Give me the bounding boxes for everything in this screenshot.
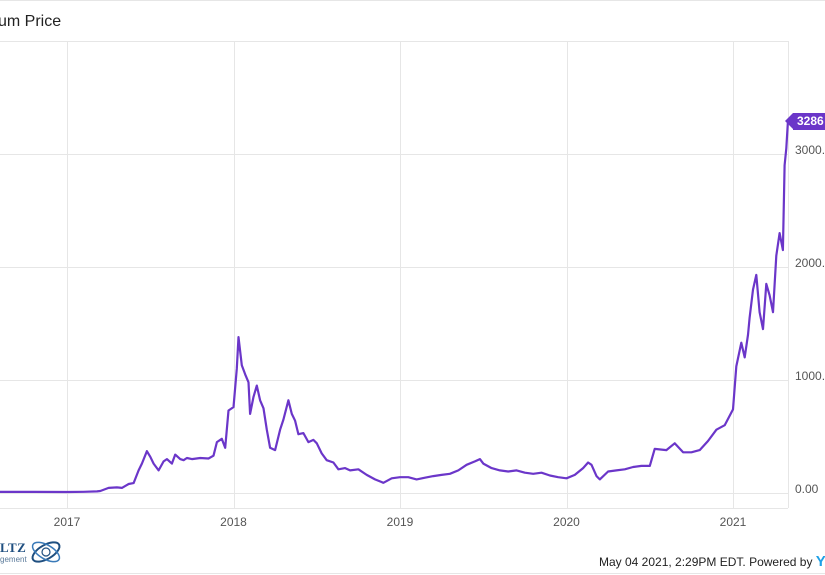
x-tick-label: 2018 [220, 515, 247, 529]
bottom-border [0, 573, 825, 574]
price-line [0, 121, 789, 494]
chart-title: um Price [0, 13, 62, 30]
x-tick-label: 2021 [719, 515, 747, 529]
footer-attribution: May 04 2021, 2:29PM EDT. Powered by YCHA [599, 553, 825, 570]
x-tick-label: 2017 [53, 515, 81, 529]
company-logo: LTZ gement [0, 538, 70, 568]
y-tick-label: 1000. [795, 369, 825, 383]
logo-text: LTZ [0, 540, 27, 555]
logo-subtext: gement [0, 555, 27, 564]
x-tick-label: 2019 [386, 515, 414, 529]
y-tick-label: 3000. [795, 143, 825, 157]
x-tick-label: 2020 [553, 515, 580, 529]
last-value-badge: 3286 [785, 113, 825, 130]
gridlines [0, 41, 789, 509]
y-tick-label: 0.00 [795, 482, 819, 496]
timestamp-text: May 04 2021, 2:29PM EDT. Powered by [599, 555, 813, 569]
ycharts-brand-link[interactable]: YCHA [815, 553, 825, 570]
top-border [0, 0, 825, 1]
y-tick-label: 2000. [795, 256, 825, 270]
logo-orbit-icon [31, 541, 61, 563]
